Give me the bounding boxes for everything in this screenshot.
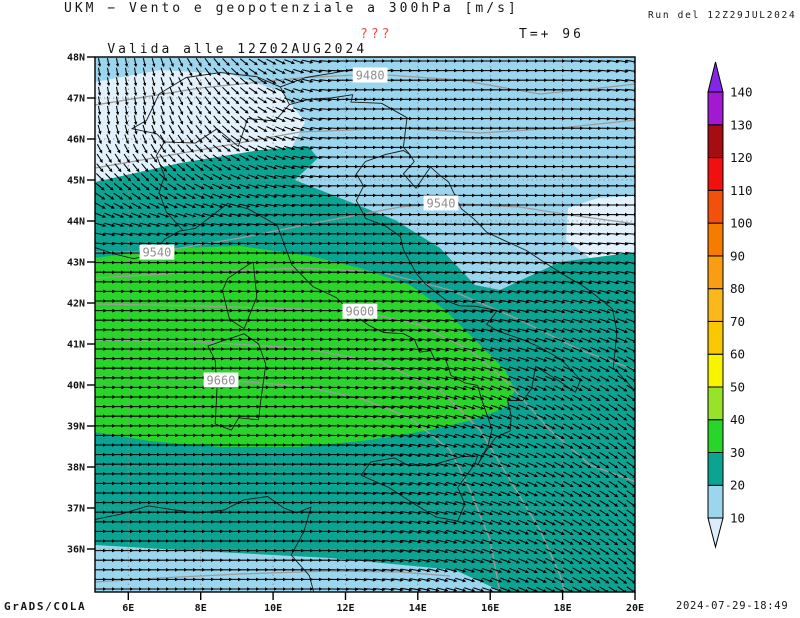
colorbar-tick-label: 40 [730, 412, 745, 427]
lon-tick-label: 8E [195, 603, 207, 614]
timestamp-label: 2024-07-29-18:49 [676, 600, 789, 612]
lat-tick-label: 41N [67, 340, 85, 351]
colorbar-segment [707, 189, 724, 224]
colorbar-tick-label: 50 [730, 379, 745, 394]
lon-tick-label: 16E [481, 603, 499, 614]
colorbar-below-arrow [707, 517, 724, 549]
svg-text:9600: 9600 [345, 305, 374, 319]
lon-tick-label: 18E [554, 603, 572, 614]
colorbar-tick-label: 140 [730, 85, 753, 100]
lon-tick-label: 14E [409, 603, 427, 614]
colorbar-tick-label: 90 [730, 248, 745, 263]
colorbar-segment [707, 288, 724, 322]
colorbar-tick-label: 120 [730, 150, 753, 165]
colorbar-segment [707, 320, 724, 355]
lat-tick-label: 45N [67, 176, 85, 187]
map-frame [94, 56, 636, 593]
lead-time-label: T=+ 96 [519, 27, 584, 42]
colorbar-tick-label: 110 [730, 183, 753, 198]
plot-title: UKM − Vento e geopotenziale a 300hPa [m/… [64, 1, 519, 16]
lat-tick-label: 44N [67, 217, 85, 228]
colorbar-segment [707, 222, 724, 257]
colorbar-segment [707, 157, 724, 191]
colorbar-canvas: 10 20 30 40 50 60 70 80 90 100 110 120 130 140 [707, 61, 753, 549]
colorbar-segment [707, 353, 724, 388]
shade-below-10-e [566, 196, 635, 262]
colorbar-segment [707, 484, 724, 519]
colorbar-segment [707, 124, 724, 159]
lat-lon-gridlines [95, 57, 635, 592]
lat-tick-label: 37N [67, 504, 85, 515]
svg-text:9660: 9660 [207, 374, 236, 388]
lat-tick-label: 42N [67, 299, 85, 310]
lat-tick-label: 39N [67, 422, 85, 433]
lat-tick-label: 43N [67, 258, 85, 269]
contour-label: 9540 [423, 195, 459, 211]
coastline [402, 154, 635, 392]
valid-line: Valida alle 12Z02AUG2024 ??? T=+ 96 [64, 27, 581, 102]
coastline [360, 455, 479, 522]
coastline [221, 261, 258, 330]
contour-line [95, 339, 566, 592]
contour-label: 9660 [203, 372, 239, 388]
colorbar-segment [707, 452, 724, 486]
missing-marker: ??? [360, 27, 393, 42]
contour-label: 9540 [139, 244, 175, 260]
colorbar-tick-label: 10 [730, 511, 745, 526]
lat-tick-label: 47N [67, 94, 85, 105]
lat-tick-label: 48N [67, 53, 85, 64]
contour-label: 9600 [342, 303, 378, 319]
contour-label: 9480 [352, 67, 388, 83]
lon-tick-label: 6E [122, 603, 134, 614]
contour-line [95, 303, 635, 483]
colorbar-tick-label: 60 [730, 347, 745, 362]
lat-tick-label: 38N [67, 463, 85, 474]
wind-arrow-shafts [95, 57, 635, 592]
colorbar-tick-label: 100 [730, 216, 753, 231]
lon-tick-label: 12E [336, 603, 354, 614]
colorbar-tick-label: 20 [730, 478, 745, 493]
lon-tick-label: 10E [264, 603, 282, 614]
colorbar-segment [707, 255, 724, 290]
colorbar-tick-label: 80 [730, 281, 745, 296]
colorbar-tick-label: 130 [730, 117, 753, 132]
svg-text:9540: 9540 [427, 196, 456, 210]
contour-line [95, 267, 635, 371]
colorbar-segment [707, 91, 724, 126]
svg-text:9540: 9540 [142, 246, 171, 260]
contour-line [95, 202, 635, 253]
colorbar-segment [707, 386, 724, 421]
coastline [95, 150, 582, 466]
valid-label: Valida alle 12Z02AUG2024 [107, 42, 368, 57]
lat-tick-label: 46N [67, 135, 85, 146]
colorbar-tick-label: 30 [730, 445, 745, 460]
lat-tick-label: 40N [67, 381, 85, 392]
colorbar-segment [707, 419, 724, 454]
colorbar-tick-label: 70 [730, 314, 745, 329]
coastline [95, 496, 315, 592]
run-label: Run del 12Z29JUL2024 [648, 10, 797, 21]
lon-tick-label: 20E [626, 603, 644, 614]
svg-text:9480: 9480 [356, 69, 385, 83]
colorbar-above-arrow [707, 61, 724, 93]
credit-label: GrADS/COLA [4, 600, 87, 613]
lat-tick-label: 36N [67, 545, 85, 556]
